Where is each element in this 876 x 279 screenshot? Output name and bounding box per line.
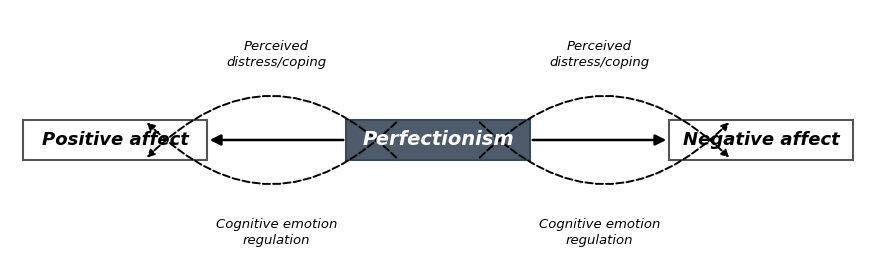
FancyBboxPatch shape xyxy=(669,120,853,160)
Text: Cognitive emotion
regulation: Cognitive emotion regulation xyxy=(539,218,661,247)
Text: Perceived
distress/coping: Perceived distress/coping xyxy=(549,40,649,69)
Text: Positive affect: Positive affect xyxy=(42,131,188,149)
FancyBboxPatch shape xyxy=(346,120,530,160)
Text: Perfectionism: Perfectionism xyxy=(362,131,514,150)
Text: Negative affect: Negative affect xyxy=(682,131,839,149)
Text: Cognitive emotion
regulation: Cognitive emotion regulation xyxy=(215,218,337,247)
FancyBboxPatch shape xyxy=(23,120,207,160)
Text: Perceived
distress/coping: Perceived distress/coping xyxy=(227,40,327,69)
